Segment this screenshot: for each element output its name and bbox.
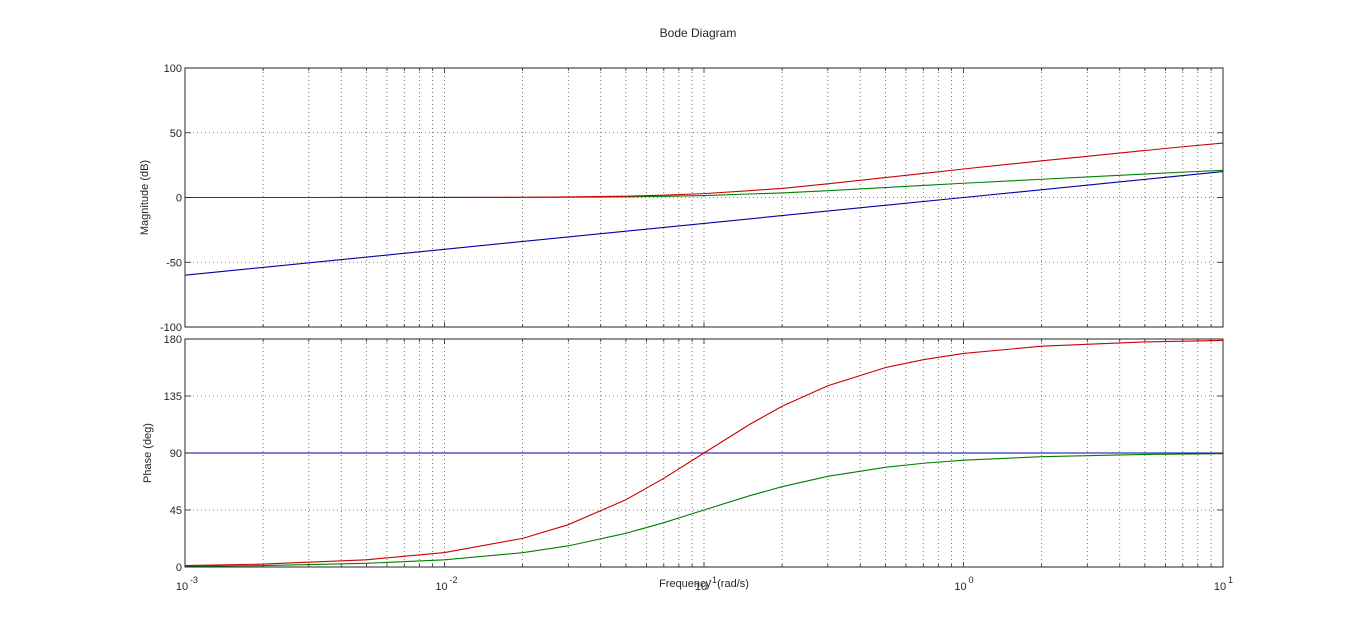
magnitude-y-tick-label: 0 bbox=[176, 193, 182, 205]
phase-y-tick-label: 180 bbox=[164, 334, 182, 346]
magnitude-y-tick-label: -50 bbox=[166, 257, 182, 269]
phase-curves bbox=[184, 339, 1224, 567]
phase-y-tick-label: 45 bbox=[170, 505, 182, 517]
x-tick-label: 10 bbox=[695, 581, 707, 593]
magnitude-plot: -100 -50 0 50 100 Magnitude (dB) bbox=[139, 63, 1224, 334]
phase-y-tick-label: 90 bbox=[170, 448, 182, 460]
x-axis-label: Frequency (rad/s) bbox=[659, 578, 749, 590]
phase-curve-green bbox=[184, 453, 1224, 567]
chart-title: Bode Diagram bbox=[660, 26, 737, 40]
x-tick-label: 10 bbox=[435, 581, 447, 593]
phase-y-tick-label: 135 bbox=[164, 391, 182, 403]
phase-ylabel: Phase (deg) bbox=[142, 423, 154, 483]
x-tick-label: 10 bbox=[954, 581, 966, 593]
x-tick-exponent: 1 bbox=[1228, 575, 1233, 585]
magnitude-curve-red bbox=[185, 142, 1224, 199]
x-tick-exponent: -2 bbox=[450, 575, 458, 585]
magnitude-y-tick-label: -100 bbox=[160, 322, 182, 334]
phase-curve-red bbox=[184, 339, 1224, 567]
phase-y-tick-label: 0 bbox=[176, 562, 182, 574]
x-tick-exponent: -3 bbox=[190, 575, 198, 585]
x-tick-exponent: 0 bbox=[969, 575, 974, 585]
magnitude-curve-blue bbox=[184, 171, 1224, 276]
magnitude-y-ticks: -100 -50 0 50 100 bbox=[160, 63, 1223, 334]
x-tick-label: 10 bbox=[1214, 581, 1226, 593]
magnitude-curves bbox=[184, 142, 1224, 276]
phase-plot: 0 45 90 135 180 Phase (deg) bbox=[142, 334, 1224, 574]
magnitude-ylabel: Magnitude (dB) bbox=[139, 160, 151, 235]
x-tick-label: 10 bbox=[176, 581, 188, 593]
phase-y-ticks: 0 45 90 135 180 bbox=[164, 334, 1223, 574]
magnitude-y-tick-label: 50 bbox=[170, 128, 182, 140]
x-tick-exponent: -1 bbox=[709, 575, 717, 585]
magnitude-y-tick-label: 100 bbox=[164, 63, 182, 75]
